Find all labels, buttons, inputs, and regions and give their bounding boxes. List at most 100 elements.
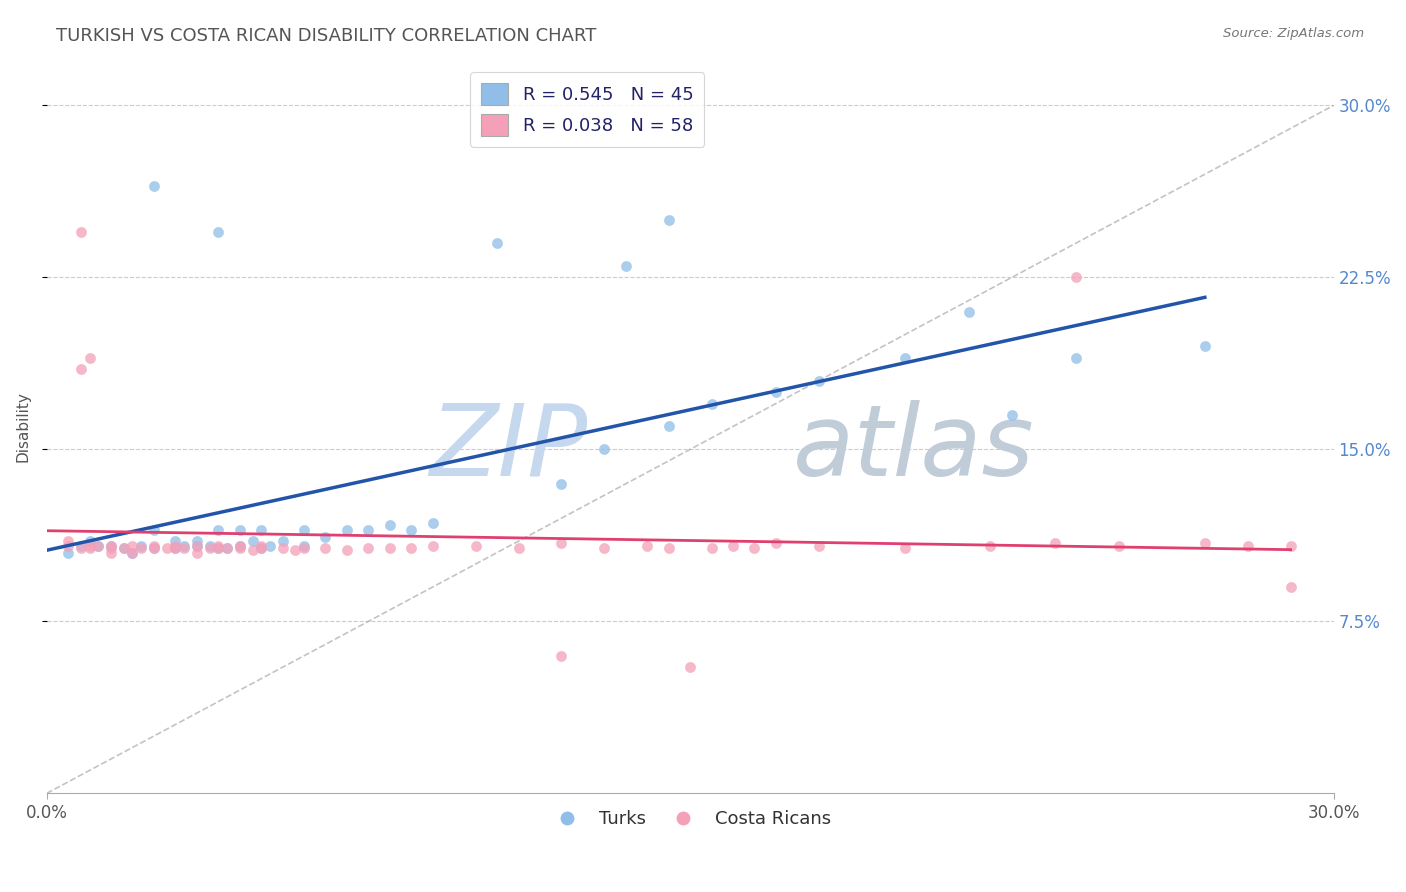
Point <box>1279 539 1302 553</box>
Point <box>112 541 135 555</box>
Point <box>336 543 359 558</box>
Point <box>314 529 336 543</box>
Point <box>357 541 380 555</box>
Point <box>700 541 723 555</box>
Point <box>765 536 787 550</box>
Point <box>198 541 221 555</box>
Point <box>121 545 143 559</box>
Point <box>100 545 122 559</box>
Point <box>550 648 572 663</box>
Point <box>70 225 93 239</box>
Point <box>292 523 315 537</box>
Point <box>314 541 336 555</box>
Point <box>165 534 187 549</box>
Point <box>228 539 250 553</box>
Point <box>250 541 273 555</box>
Point <box>508 541 530 555</box>
Point <box>1001 408 1024 422</box>
Point <box>292 539 315 553</box>
Point <box>679 660 702 674</box>
Point <box>401 541 423 555</box>
Point <box>100 541 122 555</box>
Point <box>70 362 93 376</box>
Point <box>259 539 281 553</box>
Point <box>721 539 744 553</box>
Point <box>807 539 830 553</box>
Point <box>207 523 229 537</box>
Point <box>357 523 380 537</box>
Point <box>378 518 401 533</box>
Point <box>129 541 152 555</box>
Point <box>336 523 359 537</box>
Point <box>215 541 238 555</box>
Point <box>173 541 195 555</box>
Point <box>250 523 273 537</box>
Point <box>593 541 616 555</box>
Point <box>1108 539 1130 553</box>
Point <box>658 541 681 555</box>
Text: ZIP: ZIP <box>429 400 588 497</box>
Point <box>1064 351 1087 365</box>
Point <box>979 539 1001 553</box>
Point <box>156 541 179 555</box>
Point <box>1194 536 1216 550</box>
Point <box>242 534 264 549</box>
Point <box>215 541 238 555</box>
Point <box>79 539 101 553</box>
Point <box>228 539 250 553</box>
Point <box>271 541 294 555</box>
Point <box>121 545 143 559</box>
Point <box>198 539 221 553</box>
Point <box>250 541 273 555</box>
Point <box>70 539 93 553</box>
Point <box>165 539 187 553</box>
Point <box>186 539 208 553</box>
Point <box>422 539 444 553</box>
Text: Source: ZipAtlas.com: Source: ZipAtlas.com <box>1223 27 1364 40</box>
Point <box>271 534 294 549</box>
Point <box>165 541 187 555</box>
Point <box>186 539 208 553</box>
Point <box>378 541 401 555</box>
Point <box>893 541 915 555</box>
Point <box>893 351 915 365</box>
Y-axis label: Disability: Disability <box>15 391 30 462</box>
Text: atlas: atlas <box>793 400 1035 497</box>
Point <box>87 539 110 553</box>
Point <box>284 543 307 558</box>
Point <box>242 543 264 558</box>
Point <box>142 541 165 555</box>
Point <box>250 539 273 553</box>
Point <box>207 539 229 553</box>
Point <box>464 539 486 553</box>
Point <box>186 545 208 559</box>
Point <box>1236 539 1258 553</box>
Point <box>142 539 165 553</box>
Point <box>56 545 79 559</box>
Point <box>1279 580 1302 594</box>
Point <box>100 539 122 553</box>
Point <box>744 541 766 555</box>
Point <box>207 541 229 555</box>
Point <box>121 539 143 553</box>
Point <box>207 225 229 239</box>
Point <box>1194 339 1216 353</box>
Point <box>56 539 79 553</box>
Point <box>658 419 681 434</box>
Point <box>401 523 423 537</box>
Point <box>550 536 572 550</box>
Text: TURKISH VS COSTA RICAN DISABILITY CORRELATION CHART: TURKISH VS COSTA RICAN DISABILITY CORREL… <box>56 27 596 45</box>
Point <box>1043 536 1066 550</box>
Point <box>658 213 681 227</box>
Legend: Turks, Costa Ricans: Turks, Costa Ricans <box>541 803 838 836</box>
Point <box>70 541 93 555</box>
Point <box>807 374 830 388</box>
Point <box>228 541 250 555</box>
Point <box>129 539 152 553</box>
Point <box>100 539 122 553</box>
Point <box>186 534 208 549</box>
Point <box>207 541 229 555</box>
Point <box>550 476 572 491</box>
Point <box>56 534 79 549</box>
Point <box>765 385 787 400</box>
